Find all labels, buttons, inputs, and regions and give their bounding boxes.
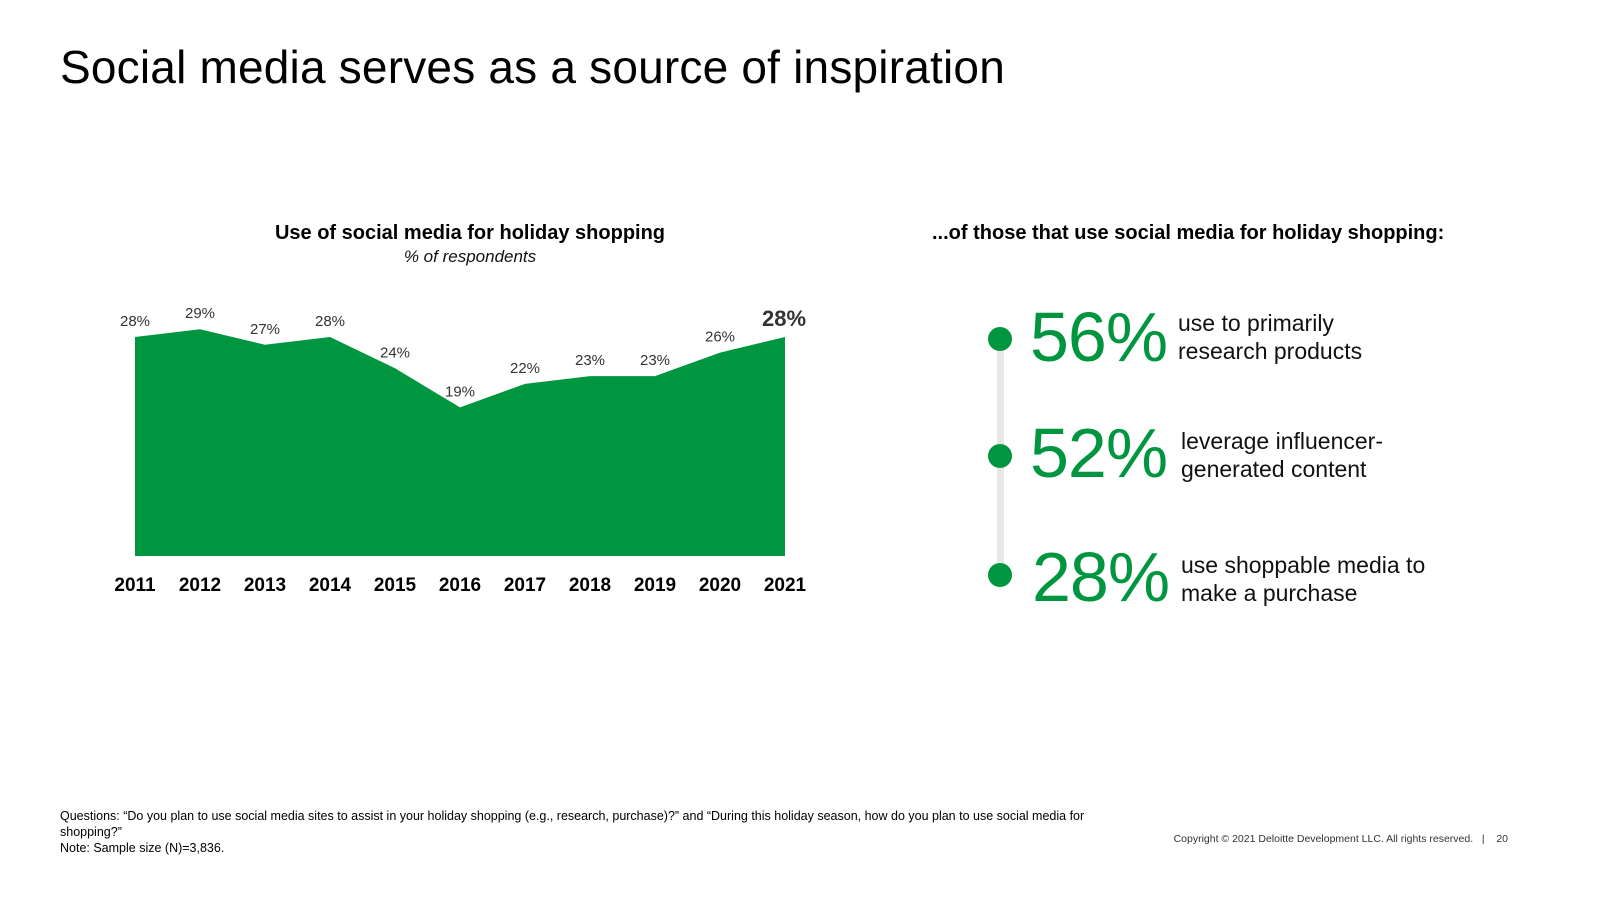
- footnote: Questions: “Do you plan to use social me…: [60, 808, 1100, 856]
- data-label-2011: 28%: [120, 313, 150, 330]
- footer-separator: |: [1481, 833, 1485, 845]
- x-tick-label-2011: 2011: [114, 575, 156, 596]
- copyright: Copyright © 2021 Deloitte Development LL…: [1174, 833, 1508, 845]
- slide-title: Social media serves as a source of inspi…: [60, 41, 1005, 93]
- stat-dot-2: [988, 444, 1012, 468]
- stat-text-shoppable: use shoppable media to make a purchase: [1181, 552, 1426, 606]
- stats-heading: ...of those that use social media for ho…: [932, 222, 1445, 244]
- x-tick-label-2021: 2021: [764, 575, 807, 596]
- x-tick-label-2017: 2017: [504, 575, 546, 596]
- data-label-2015: 24%: [380, 344, 410, 361]
- footnote-note: Note: Sample size (N)=3,836.: [60, 841, 225, 855]
- data-label-2020: 26%: [705, 329, 735, 346]
- footnote-questions: Questions: “Do you plan to use social me…: [60, 809, 1085, 839]
- x-tick-label-2015: 2015: [374, 575, 417, 596]
- stat-value-research: 56%: [1030, 298, 1168, 376]
- stat-dot-3: [988, 563, 1012, 587]
- data-label-2016: 19%: [445, 383, 475, 400]
- x-tick-label-2016: 2016: [439, 575, 481, 596]
- page-number: 20: [1496, 833, 1508, 845]
- data-label-2013: 27%: [250, 321, 280, 338]
- x-tick-label-2013: 2013: [244, 575, 286, 596]
- x-tick-label-2012: 2012: [179, 575, 221, 596]
- x-tick-label-2020: 2020: [699, 575, 741, 596]
- data-label-2019: 23%: [640, 352, 670, 369]
- area-chart: 28% 29% 27% 28% 24% 19% 22% 23% 23% 26% 28% 2011 201…: [114, 305, 807, 596]
- stat-dot-1: [988, 327, 1012, 351]
- data-label-2018: 23%: [575, 352, 605, 369]
- stat-text-research: use to primarily research products: [1178, 310, 1363, 364]
- chart-title: Use of social media for holiday shopping: [274, 222, 666, 244]
- chart-subtitle: % of respondents: [403, 247, 537, 266]
- x-tick-label-2014: 2014: [309, 575, 352, 596]
- data-label-2017: 22%: [510, 360, 540, 377]
- data-label-2012: 29%: [185, 305, 215, 322]
- data-label-2014: 28%: [315, 313, 345, 330]
- x-tick-label-2019: 2019: [634, 575, 676, 596]
- stat-text-influencer: leverage influencer- generated content: [1181, 428, 1384, 482]
- stat-value-shoppable: 28%: [1032, 538, 1170, 616]
- data-label-2021: 28%: [762, 306, 806, 331]
- area-series: [135, 329, 785, 556]
- stat-value-influencer: 52%: [1030, 414, 1168, 492]
- copyright-text: Copyright © 2021 Deloitte Development LL…: [1173, 833, 1474, 845]
- x-tick-label-2018: 2018: [569, 575, 611, 596]
